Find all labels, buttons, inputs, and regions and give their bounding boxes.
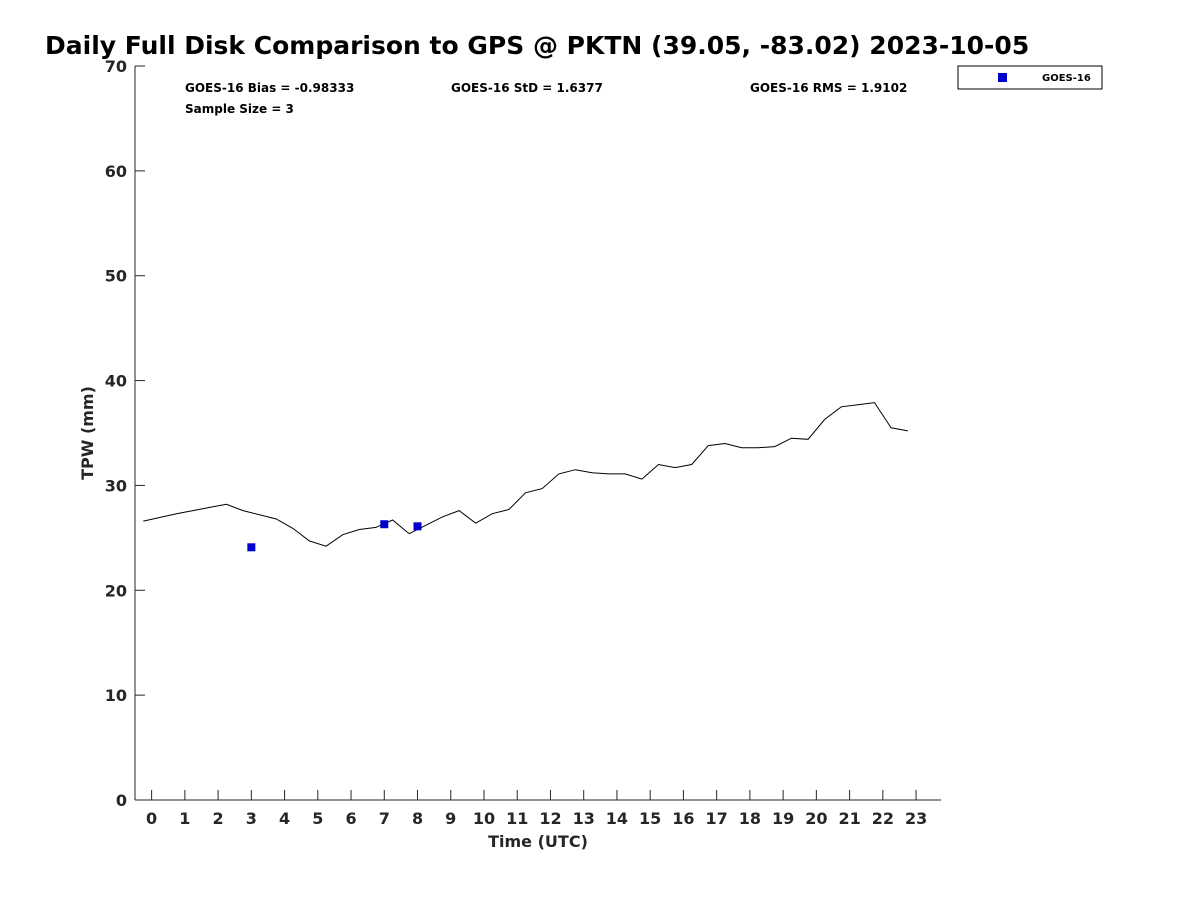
x-tick-label: 19 (772, 809, 794, 828)
x-tick-label: 14 (606, 809, 628, 828)
x-tick-label: 6 (345, 809, 356, 828)
x-tick-label: 4 (279, 809, 290, 828)
goes16-data-point (413, 522, 422, 531)
sample-size-stat: Sample Size = 3 (185, 102, 294, 116)
legend-box (957, 65, 1103, 90)
y-tick-label: 60 (105, 162, 127, 181)
bias-stat: GOES-16 Bias = -0.98333 (185, 81, 354, 95)
goes16-data-point (380, 520, 389, 529)
x-tick-label: 22 (872, 809, 894, 828)
legend-marker (998, 73, 1007, 82)
y-tick-label: 10 (105, 686, 127, 705)
x-axis-label: Time (UTC) (488, 832, 588, 851)
chart-title: Daily Full Disk Comparison to GPS @ PKTN… (45, 31, 1029, 60)
x-tick-label: 7 (379, 809, 390, 828)
y-tick-label: 30 (105, 476, 127, 495)
legend: GOES-16 (957, 65, 1103, 90)
legend-label: GOES-16 (1042, 73, 1091, 84)
gps-series-line (143, 402, 908, 547)
x-tick-label: 3 (246, 809, 257, 828)
y-tick-label: 0 (116, 791, 127, 810)
x-tick-label: 1 (179, 809, 190, 828)
x-tick-label: 12 (539, 809, 561, 828)
x-tick-label: 0 (146, 809, 157, 828)
x-tick-label: 11 (506, 809, 528, 828)
y-tick-label: 70 (105, 57, 127, 76)
x-tick-label: 16 (672, 809, 694, 828)
x-tick-label: 23 (905, 809, 927, 828)
y-tick-label: 20 (105, 581, 127, 600)
x-tick-label: 13 (573, 809, 595, 828)
y-axis-label: TPW (mm) (78, 386, 97, 480)
x-tick-label: 8 (412, 809, 423, 828)
x-tick-label: 9 (445, 809, 456, 828)
x-tick-label: 20 (805, 809, 827, 828)
plot-frame (134, 66, 941, 801)
x-tick-label: 17 (706, 809, 728, 828)
rms-stat: GOES-16 RMS = 1.9102 (750, 81, 907, 95)
goes16-data-point (247, 543, 256, 552)
x-tick-label: 18 (739, 809, 761, 828)
x-tick-label: 21 (838, 809, 860, 828)
x-tick-label: 5 (312, 809, 323, 828)
y-tick-label: 50 (105, 267, 127, 286)
series-layer (143, 402, 908, 552)
x-tick-label: 15 (639, 809, 661, 828)
x-tick-label: 2 (213, 809, 224, 828)
std-stat: GOES-16 StD = 1.6377 (451, 81, 603, 95)
x-tick-label: 10 (473, 809, 495, 828)
x-axis: 0 1 2 3 4 5 6 7 8 9 10 11 12 13 14 15 16 17 18 19 20 21 22 23 (146, 790, 927, 828)
y-axis: 0 10 20 30 40 50 60 70 (105, 57, 145, 810)
y-tick-label: 40 (105, 372, 127, 391)
